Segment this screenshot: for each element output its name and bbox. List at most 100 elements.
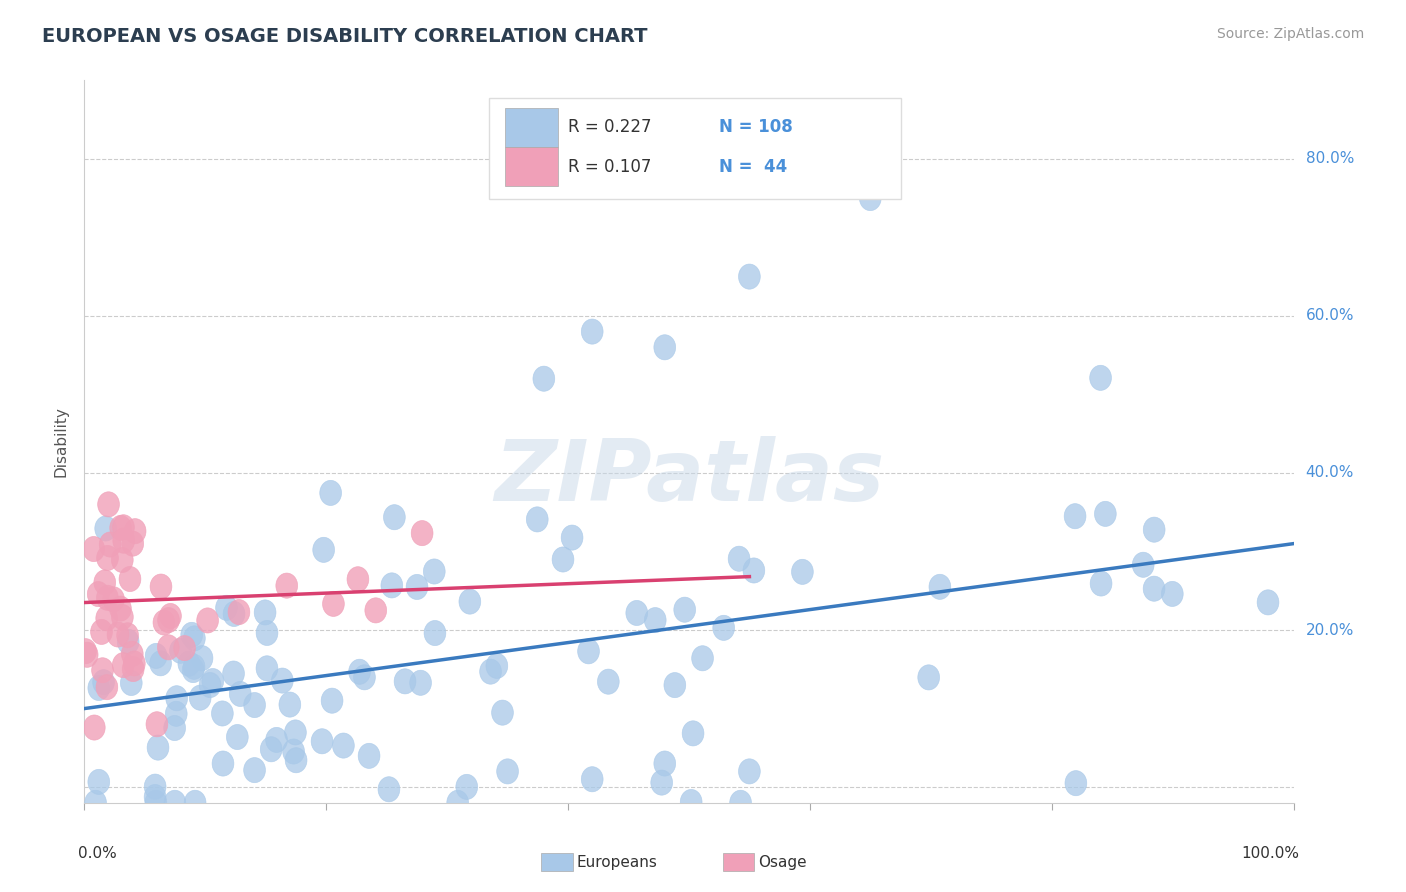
Ellipse shape	[112, 528, 135, 553]
Text: Source: ZipAtlas.com: Source: ZipAtlas.com	[1216, 27, 1364, 41]
Ellipse shape	[256, 620, 278, 646]
Ellipse shape	[75, 639, 97, 664]
Ellipse shape	[224, 601, 245, 626]
Ellipse shape	[184, 626, 205, 651]
Ellipse shape	[486, 653, 508, 679]
Ellipse shape	[738, 759, 761, 784]
Ellipse shape	[112, 515, 135, 540]
Ellipse shape	[738, 264, 761, 289]
Ellipse shape	[83, 536, 104, 562]
Ellipse shape	[97, 585, 118, 610]
Ellipse shape	[1143, 576, 1166, 601]
Ellipse shape	[243, 757, 266, 782]
Ellipse shape	[215, 595, 238, 621]
Ellipse shape	[191, 646, 212, 671]
Ellipse shape	[190, 685, 211, 710]
Ellipse shape	[654, 751, 676, 776]
Ellipse shape	[222, 661, 245, 686]
Ellipse shape	[157, 635, 179, 660]
Text: 40.0%: 40.0%	[1306, 466, 1354, 481]
Ellipse shape	[578, 639, 599, 664]
Ellipse shape	[145, 643, 167, 668]
Text: 60.0%: 60.0%	[1306, 309, 1354, 324]
Ellipse shape	[110, 596, 131, 621]
Ellipse shape	[581, 319, 603, 344]
Ellipse shape	[229, 681, 252, 706]
Ellipse shape	[149, 650, 172, 676]
Ellipse shape	[120, 566, 141, 591]
Ellipse shape	[561, 525, 583, 550]
Ellipse shape	[97, 491, 120, 517]
Ellipse shape	[347, 566, 368, 591]
Ellipse shape	[183, 657, 204, 682]
Ellipse shape	[103, 587, 124, 612]
Ellipse shape	[423, 559, 446, 584]
Ellipse shape	[728, 546, 749, 571]
Ellipse shape	[664, 673, 686, 698]
Ellipse shape	[456, 774, 478, 799]
Ellipse shape	[366, 598, 387, 623]
Ellipse shape	[425, 621, 446, 646]
Ellipse shape	[359, 743, 380, 768]
Ellipse shape	[1143, 517, 1166, 542]
Ellipse shape	[713, 615, 734, 640]
Ellipse shape	[394, 669, 416, 694]
Ellipse shape	[76, 642, 98, 667]
Ellipse shape	[83, 715, 105, 740]
Ellipse shape	[692, 646, 713, 671]
Ellipse shape	[1090, 571, 1112, 596]
Ellipse shape	[1064, 504, 1085, 529]
Ellipse shape	[148, 735, 169, 760]
Ellipse shape	[91, 657, 114, 683]
Ellipse shape	[122, 531, 143, 557]
Text: ZIPatlas: ZIPatlas	[494, 436, 884, 519]
Ellipse shape	[406, 574, 427, 599]
Text: EUROPEAN VS OSAGE DISABILITY CORRELATION CHART: EUROPEAN VS OSAGE DISABILITY CORRELATION…	[42, 27, 648, 45]
Ellipse shape	[111, 548, 134, 573]
Ellipse shape	[96, 674, 118, 699]
Ellipse shape	[117, 623, 138, 648]
Text: N = 108: N = 108	[720, 119, 793, 136]
Ellipse shape	[311, 729, 333, 754]
Ellipse shape	[319, 481, 342, 506]
Y-axis label: Disability: Disability	[53, 406, 69, 477]
Ellipse shape	[271, 668, 294, 693]
Ellipse shape	[533, 366, 555, 392]
Ellipse shape	[792, 559, 813, 584]
Ellipse shape	[681, 789, 702, 814]
Ellipse shape	[107, 622, 129, 647]
Ellipse shape	[644, 607, 666, 632]
Text: R = 0.107: R = 0.107	[568, 158, 651, 176]
Ellipse shape	[651, 770, 672, 795]
Ellipse shape	[284, 720, 307, 745]
Ellipse shape	[228, 599, 250, 624]
FancyBboxPatch shape	[505, 147, 558, 186]
Ellipse shape	[654, 334, 676, 359]
Ellipse shape	[166, 686, 187, 711]
Ellipse shape	[100, 532, 121, 558]
Text: 0.0%: 0.0%	[79, 847, 117, 861]
Ellipse shape	[682, 721, 704, 746]
Ellipse shape	[121, 641, 143, 666]
Ellipse shape	[165, 790, 186, 815]
Ellipse shape	[163, 715, 186, 740]
Ellipse shape	[170, 639, 191, 664]
Ellipse shape	[321, 688, 343, 714]
Ellipse shape	[742, 558, 765, 583]
Ellipse shape	[1132, 552, 1154, 577]
Ellipse shape	[278, 692, 301, 717]
Ellipse shape	[157, 607, 180, 632]
Ellipse shape	[181, 623, 202, 648]
Ellipse shape	[226, 724, 249, 749]
Ellipse shape	[333, 733, 354, 758]
Ellipse shape	[84, 790, 107, 815]
Ellipse shape	[322, 591, 344, 616]
Ellipse shape	[153, 610, 174, 635]
Ellipse shape	[93, 670, 114, 695]
Ellipse shape	[349, 659, 370, 684]
Ellipse shape	[145, 790, 167, 815]
Ellipse shape	[285, 747, 307, 772]
Ellipse shape	[87, 582, 110, 607]
Ellipse shape	[378, 777, 399, 802]
Ellipse shape	[89, 769, 110, 795]
